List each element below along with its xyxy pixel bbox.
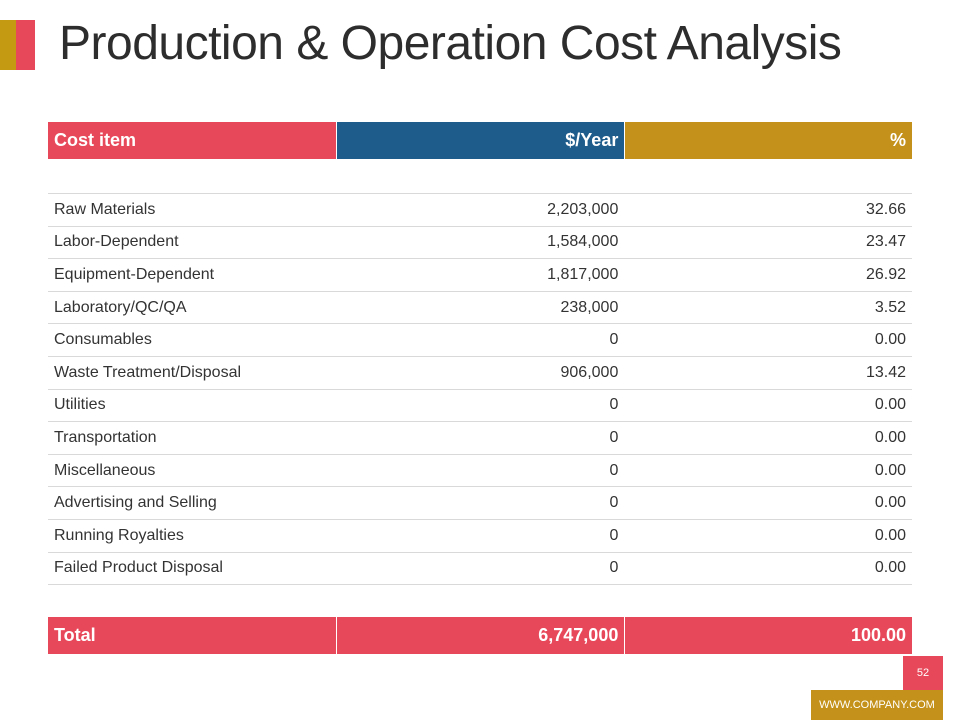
header-cost-item: Cost item — [48, 122, 336, 159]
cell-dollars-per-year: 0 — [609, 526, 619, 544]
cell-cost-item: Transportation — [54, 428, 157, 446]
table-row: Utilities 0 0.00 — [48, 390, 912, 423]
cell-cost-item: Miscellaneous — [54, 461, 156, 479]
cell-percent: 3.52 — [874, 298, 907, 316]
page-title: Production & Operation Cost Analysis — [59, 17, 842, 70]
page-number: 52 — [903, 656, 943, 690]
table-body: Raw Materials 2,203,000 32.66 Labor-Depende… — [48, 194, 912, 586]
table-header-spacer — [48, 159, 912, 194]
cell-cost-item: Laboratory/QC/QA — [54, 298, 187, 316]
table-row: Consumables 0 0.00 — [48, 324, 912, 357]
table-row: Laboratory/QC/QA 238,000 3.52 — [48, 292, 912, 325]
header-percent: % — [625, 122, 913, 159]
cell-percent: 0.00 — [874, 494, 907, 512]
cell-dollars-per-year: 2,203,000 — [547, 200, 619, 218]
total-label: Total — [48, 617, 336, 655]
cost-table: Cost item $/Year % Raw Materials 2,203,00… — [48, 122, 913, 655]
cell-cost-item: Waste Treatment/Disposal — [54, 363, 242, 381]
cell-percent: 0.00 — [874, 461, 907, 479]
cell-dollars-per-year: 238,000 — [560, 298, 619, 316]
cell-cost-item: Running Royalties — [54, 526, 184, 544]
cell-percent: 0.00 — [874, 559, 907, 577]
cell-dollars-per-year: 906,000 — [560, 363, 619, 381]
cell-dollars-per-year: 0 — [609, 428, 619, 446]
cell-dollars-per-year: 1,584,000 — [547, 233, 619, 251]
cell-percent: 26.92 — [865, 265, 907, 283]
cell-percent: 0.00 — [874, 526, 907, 544]
cell-cost-item: Labor-Dependent — [54, 233, 179, 251]
title-accent-red — [16, 20, 35, 70]
table-row: Running Royalties 0 0.00 — [48, 520, 912, 553]
table-total-row: Total 6,747,000 100.00 — [48, 617, 913, 655]
title-accent-gold — [0, 20, 16, 70]
cell-cost-item: Equipment-Dependent — [54, 265, 215, 283]
cell-dollars-per-year: 0 — [609, 461, 619, 479]
cell-cost-item: Utilities — [54, 396, 106, 414]
table-row: Labor-Dependent 1,584,000 23.47 — [48, 227, 912, 260]
cell-percent: 0.00 — [874, 331, 907, 349]
cell-percent: 0.00 — [874, 428, 907, 446]
cell-dollars-per-year: 0 — [609, 396, 619, 414]
table-header-row: Cost item $/Year % — [48, 122, 913, 159]
table-row: Miscellaneous 0 0.00 — [48, 455, 912, 488]
table-total-spacer — [48, 585, 912, 617]
table-row: Raw Materials 2,203,000 32.66 — [48, 194, 912, 227]
cell-percent: 13.42 — [865, 363, 907, 381]
header-dollars-per-year: $/Year — [336, 122, 625, 159]
cell-dollars-per-year: 0 — [609, 331, 619, 349]
table-row: Advertising and Selling 0 0.00 — [48, 487, 912, 520]
table-row: Failed Product Disposal 0 0.00 — [48, 553, 912, 586]
total-dollars: 6,747,000 — [336, 617, 625, 655]
table-row: Transportation 0 0.00 — [48, 422, 912, 455]
cell-percent: 32.66 — [865, 200, 907, 218]
cell-cost-item: Raw Materials — [54, 200, 156, 218]
table-row: Waste Treatment/Disposal 906,000 13.42 — [48, 357, 912, 390]
total-percent: 100.00 — [625, 617, 913, 655]
cell-cost-item: Advertising and Selling — [54, 494, 217, 512]
cell-dollars-per-year: 0 — [609, 559, 619, 577]
cell-percent: 23.47 — [865, 233, 907, 251]
cell-cost-item: Consumables — [54, 331, 152, 349]
cell-dollars-per-year: 1,817,000 — [547, 265, 619, 283]
cell-cost-item: Failed Product Disposal — [54, 559, 223, 577]
table-row: Equipment-Dependent 1,817,000 26.92 — [48, 259, 912, 292]
website-label: WWW.COMPANY.COM — [811, 690, 943, 720]
cell-percent: 0.00 — [874, 396, 907, 414]
cell-dollars-per-year: 0 — [609, 494, 619, 512]
